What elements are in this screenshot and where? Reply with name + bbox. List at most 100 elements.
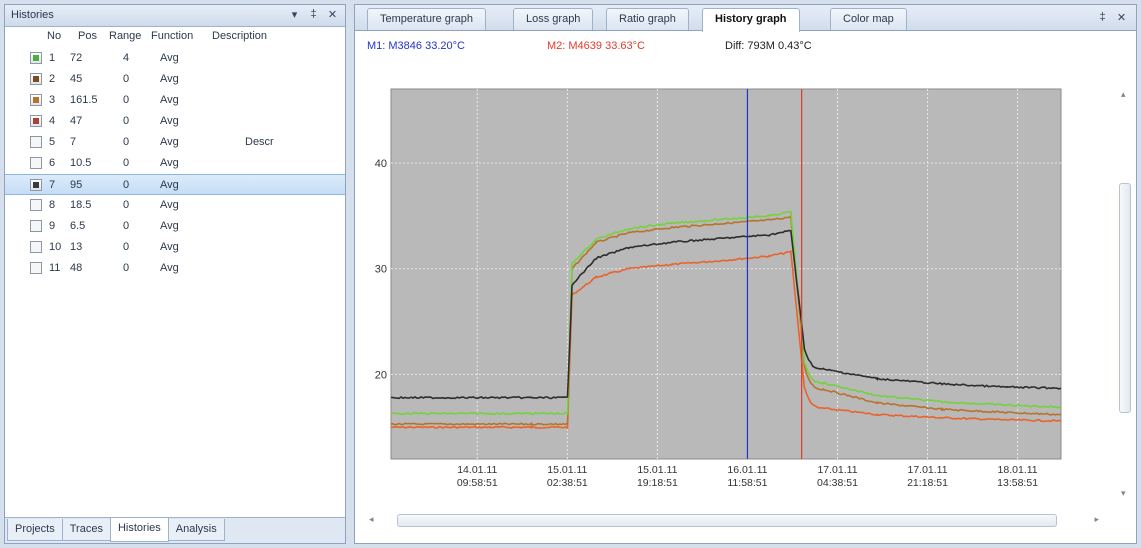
table-row[interactable]: 8 18.5 0 Avg (5, 195, 345, 216)
x-tick-time-label: 21:18:51 (907, 477, 948, 489)
document-panel: Temperature graph Loss graph Ratio graph… (354, 4, 1137, 544)
column-header-description[interactable]: Description (212, 30, 268, 42)
marker-m2-readout: M2: M4639 33.63°C (547, 40, 645, 52)
row-checkbox[interactable] (30, 94, 42, 106)
dropdown-icon[interactable]: ▾ (291, 9, 298, 21)
row-range: 0 (123, 157, 130, 169)
horizontal-scrollbar[interactable]: ◂ ▸ (369, 513, 1099, 529)
y-tick-label: 20 (375, 369, 387, 381)
tab-analysis[interactable]: Analysis (167, 519, 225, 541)
row-pos: 95 (70, 179, 83, 191)
document-window-buttons: ‡ ✕ (1096, 11, 1128, 24)
row-checkbox[interactable] (30, 262, 42, 274)
pin-icon[interactable]: ‡ (1099, 11, 1106, 23)
row-checkbox[interactable] (30, 115, 42, 127)
row-function: Avg (160, 199, 179, 211)
table-row[interactable]: 1 72 4 Avg (5, 48, 345, 69)
row-pos: 48 (70, 262, 83, 274)
table-row[interactable]: 11 48 0 Avg (5, 258, 345, 279)
x-tick-date-label: 14.01.11 (457, 464, 497, 476)
scroll-up-icon[interactable]: ▴ (1121, 89, 1126, 99)
x-tick-time-label: 13:58:51 (997, 477, 1038, 489)
table-row[interactable]: 4 47 0 Avg (5, 111, 345, 132)
row-no: 1 (49, 52, 56, 64)
table-row[interactable]: 3 161.5 0 Avg (5, 90, 345, 111)
marker-readout: M1: M3846 33.20°C M2: M4639 33.63°C Diff… (355, 31, 1136, 61)
row-checkbox[interactable] (30, 179, 42, 191)
row-function: Avg (160, 220, 179, 232)
table-row[interactable]: 2 45 0 Avg (5, 69, 345, 90)
row-checkbox[interactable] (30, 157, 42, 169)
row-checkbox[interactable] (30, 199, 42, 211)
table-row[interactable]: 7 95 0 Avg (5, 174, 345, 195)
table-row[interactable]: 6 10.5 0 Avg (5, 153, 345, 174)
series-color-swatch (33, 76, 39, 82)
row-checkbox[interactable] (30, 220, 42, 232)
column-header-range[interactable]: Range (109, 30, 142, 42)
table-header: No Pos Range Function Description (5, 27, 345, 48)
tab-color-map[interactable]: Color map (830, 8, 907, 30)
column-header-pos[interactable]: Pos (78, 30, 97, 42)
row-checkbox[interactable] (30, 136, 42, 148)
row-function: Avg (160, 52, 179, 64)
row-range: 0 (123, 73, 130, 85)
tab-ratio-graph[interactable]: Ratio graph (606, 8, 689, 30)
table-row[interactable]: 9 6.5 0 Avg (5, 216, 345, 237)
row-range: 0 (123, 262, 130, 274)
x-tick-time-label: 09:58:51 (457, 477, 498, 489)
tab-history-graph[interactable]: History graph (702, 8, 800, 32)
row-checkbox[interactable] (30, 52, 42, 64)
scroll-down-icon[interactable]: ▾ (1121, 488, 1126, 498)
history-graph-chart[interactable]: 20304014.01.1109:58:5115.01.1102:38:5115… (355, 61, 1136, 511)
tab-traces[interactable]: Traces (61, 519, 111, 541)
row-no: 11 (49, 262, 61, 274)
close-icon[interactable]: ✕ (1116, 12, 1127, 24)
histories-panel-window-buttons: ▾ ‡ ✕ (288, 8, 339, 21)
row-pos: 72 (70, 52, 83, 64)
row-function: Avg (160, 115, 179, 127)
series-color-swatch (33, 182, 39, 188)
row-no: 6 (49, 157, 56, 169)
column-header-no[interactable]: No (47, 30, 62, 42)
x-tick-time-label: 02:38:51 (547, 477, 588, 489)
tab-histories[interactable]: Histories (109, 518, 169, 542)
column-header-function[interactable]: Function (151, 30, 194, 42)
row-no: 10 (49, 241, 62, 253)
row-pos: 7 (70, 136, 77, 148)
row-checkbox[interactable] (30, 241, 42, 253)
vertical-scrollbar[interactable]: ▴ ▾ (1118, 89, 1132, 499)
row-range: 0 (123, 179, 130, 191)
x-tick-date-label: 15.01.11 (547, 464, 587, 476)
horizontal-scroll-thumb[interactable] (397, 514, 1057, 527)
scroll-left-icon[interactable]: ◂ (369, 514, 374, 524)
row-checkbox[interactable] (30, 73, 42, 85)
scroll-right-icon[interactable]: ▸ (1094, 514, 1099, 524)
row-pos: 47 (70, 115, 83, 127)
row-pos: 13 (70, 241, 83, 253)
row-no: 7 (49, 179, 56, 191)
row-range: 0 (123, 220, 130, 232)
plot-area (390, 88, 1062, 460)
marker-diff-readout: Diff: 793M 0.43°C (725, 40, 812, 52)
tab-loss-graph[interactable]: Loss graph (513, 8, 594, 30)
x-tick-date-label: 17.01.11 (907, 464, 947, 476)
tab-projects[interactable]: Projects (7, 519, 63, 541)
series-line (390, 229, 1062, 400)
row-no: 8 (49, 199, 56, 211)
row-pos: 161.5 (70, 94, 98, 106)
series-line (390, 214, 1062, 426)
pin-icon[interactable]: ‡ (310, 8, 317, 20)
table-row[interactable]: 5 7 0 Avg Descr (5, 132, 345, 153)
tab-temperature-graph[interactable]: Temperature graph (367, 8, 486, 30)
row-function: Avg (160, 241, 179, 253)
row-range: 0 (123, 136, 130, 148)
close-icon[interactable]: ✕ (327, 9, 338, 21)
row-range: 0 (123, 115, 130, 127)
histories-panel-title: Histories (11, 9, 54, 21)
row-range: 0 (123, 94, 130, 106)
marker-m1-readout: M1: M3846 33.20°C (367, 40, 465, 52)
table-row[interactable]: 10 13 0 Avg (5, 237, 345, 258)
row-no: 3 (49, 94, 56, 106)
vertical-scroll-thumb[interactable] (1119, 183, 1131, 413)
x-tick-time-label: 04:38:51 (817, 477, 858, 489)
